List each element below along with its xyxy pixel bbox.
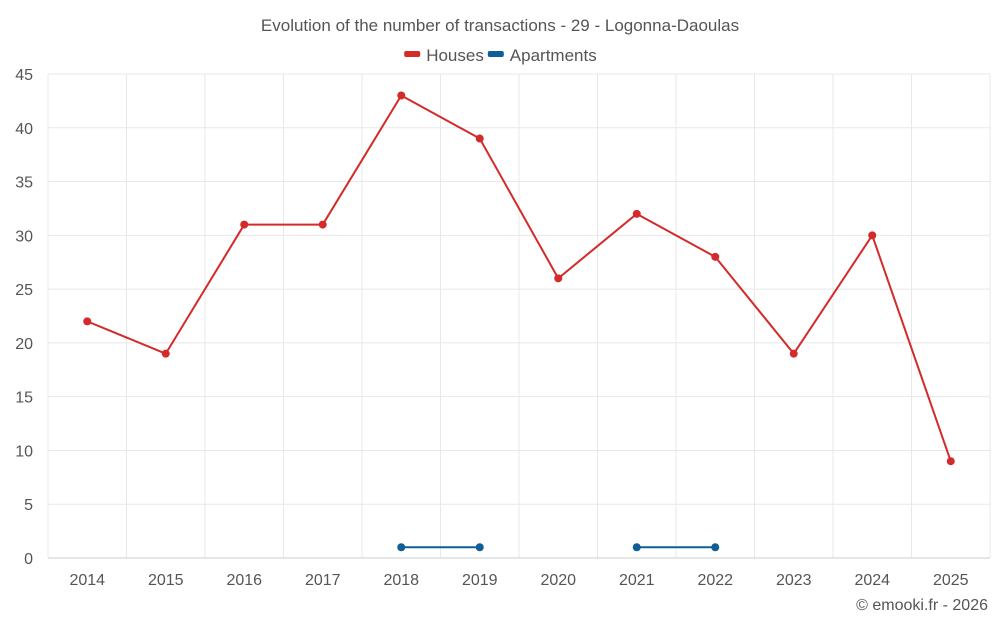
y-axis-ticks: 0 5 10 15 20 25 30 35 40 45 — [15, 67, 33, 568]
data-point-houses-2025[interactable] — [946, 457, 955, 466]
legend-item-houses[interactable]: Houses — [404, 46, 484, 65]
x-tick-label: 2014 — [69, 572, 105, 589]
data-point-apartments-2022[interactable] — [711, 543, 720, 552]
x-tick-label: 2023 — [776, 572, 812, 589]
x-tick-label: 2019 — [462, 572, 498, 589]
x-tick-label: 2021 — [619, 572, 655, 589]
data-point-houses-2018[interactable] — [397, 91, 406, 100]
grid-horizontal — [48, 73, 990, 505]
data-point-houses-2021[interactable] — [632, 209, 641, 218]
legend: Houses Apartments — [404, 46, 597, 65]
legend-label: Apartments — [510, 46, 597, 65]
x-tick-label: 2020 — [540, 572, 576, 589]
data-point-apartments-2018[interactable] — [397, 543, 406, 552]
x-tick-label: 2015 — [148, 572, 184, 589]
y-tick-label: 0 — [24, 551, 33, 568]
y-tick-label: 35 — [15, 175, 33, 192]
x-tick-label: 2024 — [854, 572, 890, 589]
legend-swatch — [404, 51, 421, 57]
data-point-houses-2014[interactable] — [83, 317, 92, 326]
series-layer — [83, 91, 955, 552]
data-point-houses-2023[interactable] — [789, 349, 798, 358]
y-tick-label: 30 — [15, 228, 33, 245]
y-tick-label: 5 — [24, 497, 33, 514]
data-point-houses-2015[interactable] — [161, 349, 170, 358]
y-tick-label: 40 — [15, 121, 33, 138]
series-apartments — [397, 543, 720, 552]
data-point-houses-2024[interactable] — [868, 231, 877, 240]
grid-vertical — [47, 74, 991, 558]
data-point-houses-2016[interactable] — [240, 220, 249, 229]
x-tick-label: 2025 — [933, 572, 969, 589]
x-tick-label: 2017 — [305, 572, 341, 589]
x-tick-label: 2018 — [383, 572, 419, 589]
x-tick-label: 2016 — [226, 572, 262, 589]
data-point-apartments-2019[interactable] — [475, 543, 484, 552]
legend-item-apartments[interactable]: Apartments — [487, 46, 597, 65]
y-tick-label: 15 — [15, 390, 33, 407]
x-axis-ticks: 2014 2015 2016 2017 2018 2019 2020 2021 2022 2023… — [69, 572, 968, 589]
credit-text: © emooki.fr - 2026 — [856, 597, 988, 614]
data-point-apartments-2021[interactable] — [632, 543, 641, 552]
y-tick-label: 20 — [15, 336, 33, 353]
y-tick-label: 45 — [15, 67, 33, 84]
legend-label: Houses — [426, 46, 484, 65]
y-tick-label: 25 — [15, 282, 33, 299]
data-point-houses-2022[interactable] — [711, 252, 720, 261]
data-point-houses-2017[interactable] — [318, 220, 327, 229]
data-point-houses-2019[interactable] — [475, 134, 484, 143]
chart-title: Evolution of the number of transactions … — [261, 16, 739, 35]
series-line-houses — [86, 94, 952, 462]
data-point-houses-2020[interactable] — [554, 274, 563, 283]
y-tick-label: 10 — [15, 443, 33, 460]
x-tick-label: 2022 — [697, 572, 733, 589]
series-houses — [83, 91, 955, 466]
legend-swatch — [487, 51, 504, 57]
